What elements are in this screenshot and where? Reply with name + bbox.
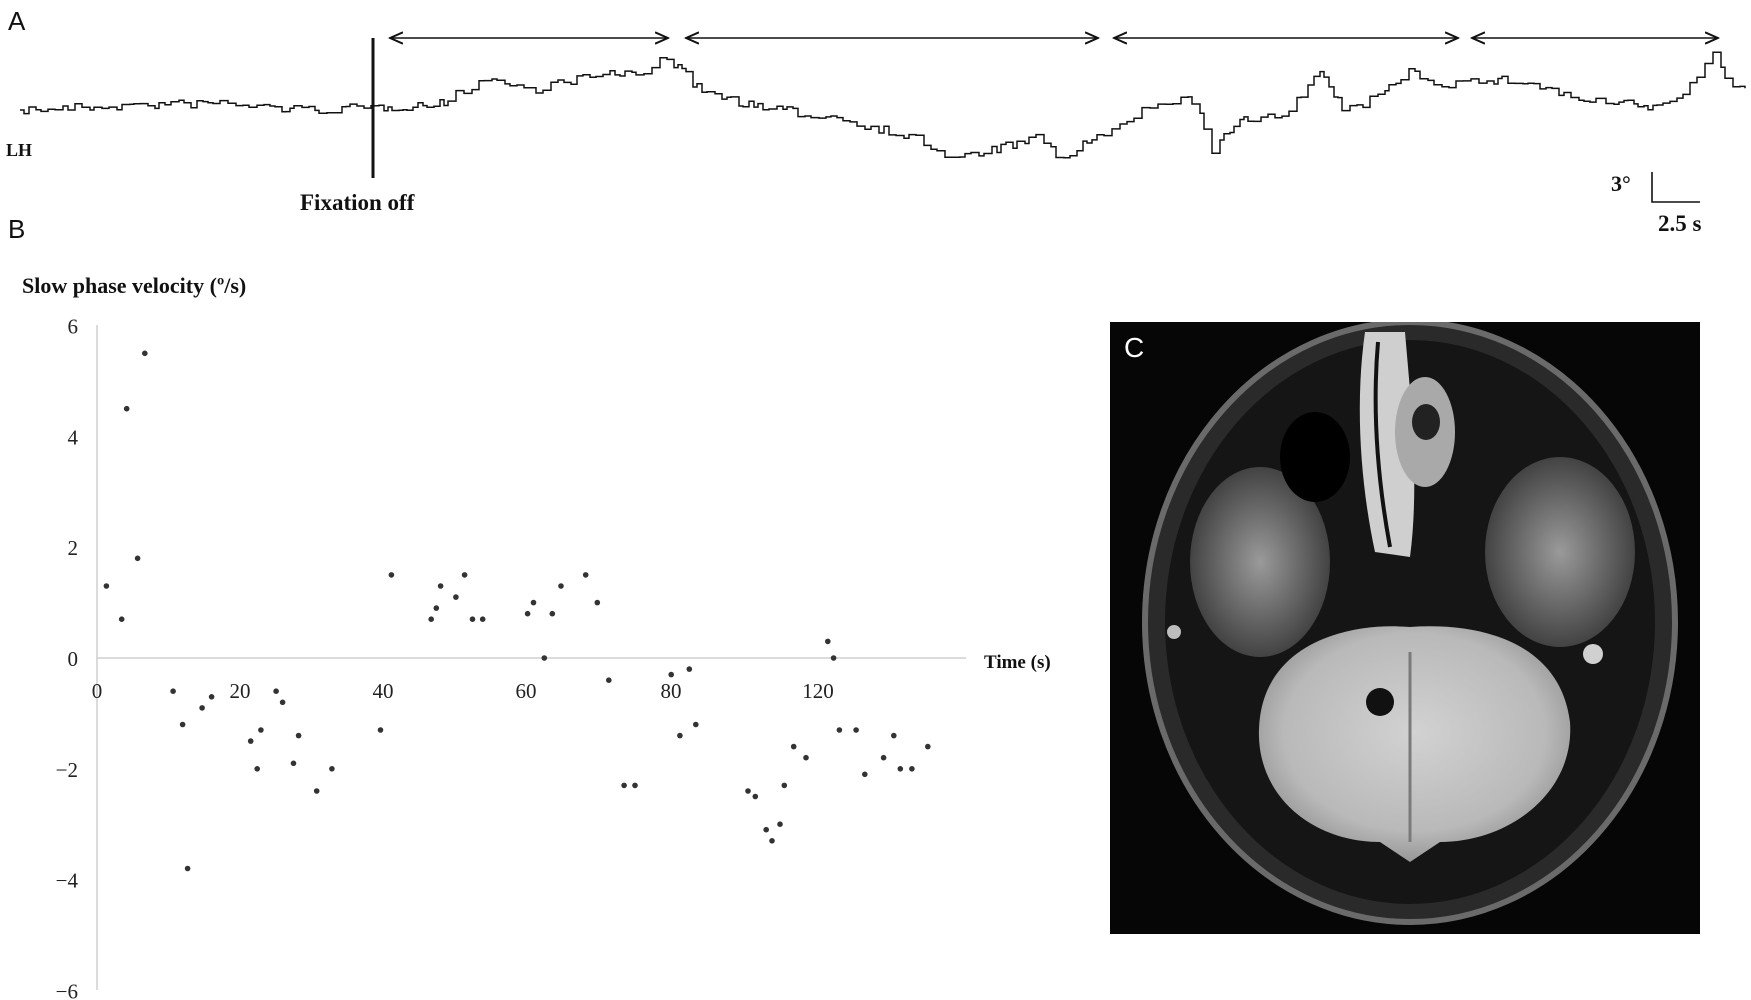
y-tick-label: −4 [56,869,79,893]
scale-bar [1651,172,1700,203]
data-point [769,838,775,844]
x-axis-label: Time (s) [984,652,1051,673]
data-point [273,688,279,694]
data-point [549,610,556,617]
data-point [853,727,859,733]
fixation-off-label: Fixation off [300,190,415,215]
data-point [469,616,476,622]
y-tick-label: −2 [56,758,78,782]
data-point [825,638,831,645]
data-point [909,766,915,772]
y-tick-label: 0 [68,647,79,671]
data-point [541,655,548,661]
data-point [123,405,130,412]
y-tick-label: 4 [68,425,79,449]
data-point [668,671,674,678]
scale-bar-degrees-label: 3° [1611,171,1631,196]
data-point [428,616,435,622]
data-point [582,572,589,578]
y-tick-label: −6 [56,979,78,1000]
data-point [790,743,797,750]
data-point [632,782,638,789]
x-tick-label: 40 [373,679,394,703]
data-point [862,771,868,778]
data-point [693,721,699,728]
data-point [295,732,302,739]
data-point [524,610,531,617]
data-point [830,655,837,661]
data-point [313,788,320,794]
mri-axial-brain-image [1142,322,1678,925]
x-tick-label: 120 [802,679,834,703]
data-point [377,727,384,733]
data-point [247,738,254,744]
data-point [558,583,564,589]
data-point [208,694,215,700]
data-point [594,599,601,606]
data-point [258,727,264,733]
eye-movement-trace-panel [20,0,1746,203]
y-tick-label: 6 [68,315,79,339]
data-point [179,721,186,728]
data-point [891,732,897,739]
data-point [836,727,843,733]
y-tick-label: 2 [68,536,79,560]
data-point [142,350,148,357]
data-point [530,599,537,606]
mri-image-panel: C [1110,322,1700,934]
data-point [437,583,444,589]
panel-a-letter: A [8,6,26,36]
chart-title: Slow phase velocity (º/s) [22,273,247,298]
data-point [329,766,335,772]
x-tick-label: 20 [230,679,251,703]
data-point [290,760,297,767]
data-point [897,766,904,772]
data-point [677,732,683,739]
data-point [103,583,110,589]
data-point [184,865,191,872]
data-point [199,705,205,711]
data-point [686,666,693,672]
x-tick-label: 60 [516,679,537,703]
data-point [433,605,440,611]
data-point [925,743,931,750]
x-tick-label: 80 [661,679,682,703]
data-point [777,821,783,827]
trace-label-lh: LH [6,140,33,160]
data-point [254,766,260,772]
data-point [880,754,887,761]
data-point [763,826,769,833]
panel-b-letter: B [8,214,26,244]
data-point [388,572,395,578]
left-horizontal-eye-trace [20,51,1746,159]
data-point [461,572,468,578]
data-point [606,677,612,683]
x-tick-label: 0 [92,679,103,703]
data-point [453,594,459,600]
data-point [621,782,627,789]
data-point [781,782,788,789]
data-point [134,555,141,562]
data-point [479,616,486,622]
data-point [279,699,286,706]
scale-bar-seconds-label: 2.5 s [1658,211,1702,236]
data-point [803,754,809,761]
data-point [752,793,759,800]
data-point [118,616,125,622]
data-point [745,788,751,794]
panel-c-letter: C [1124,332,1145,363]
data-point [170,688,176,694]
